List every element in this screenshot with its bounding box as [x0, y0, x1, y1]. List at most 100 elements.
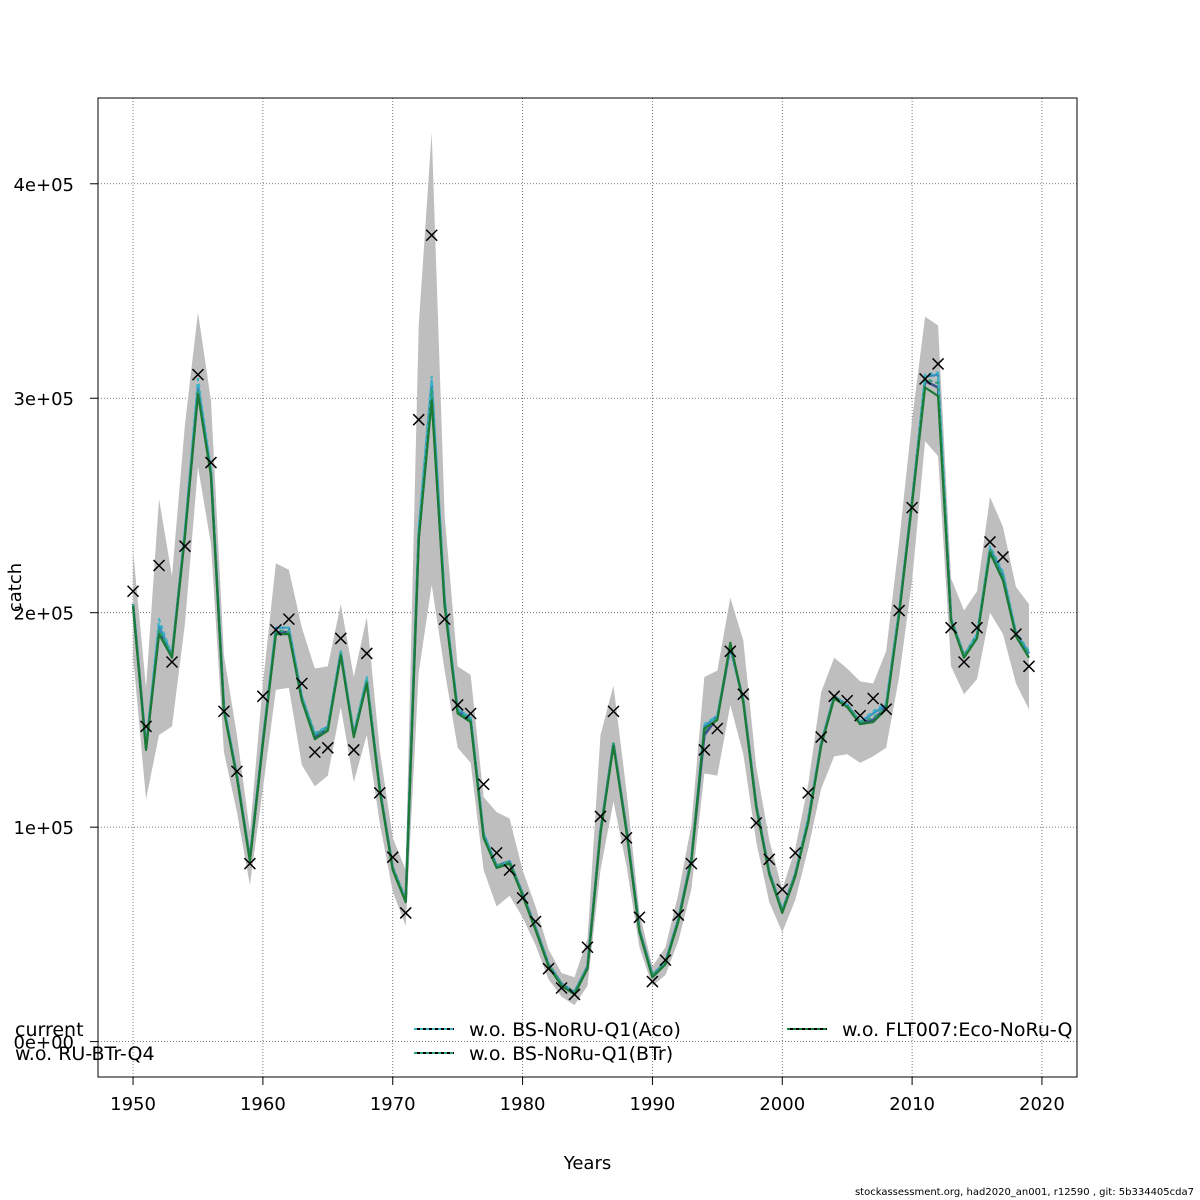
- observation-point: [165, 655, 179, 669]
- observation-point: [646, 975, 659, 988]
- observation-point: [178, 540, 192, 553]
- observation-point: [737, 688, 750, 701]
- observation-point: [204, 456, 217, 469]
- observation-point: [854, 709, 867, 722]
- observation-point: [607, 705, 620, 718]
- observation-point: [724, 645, 737, 658]
- legend-label: w.o. FLT007:Eco-NoRu-Q: [842, 1019, 1072, 1041]
- observation-point: [425, 229, 438, 242]
- observation-point: [581, 941, 594, 954]
- observation-point: [347, 743, 360, 756]
- observation-point: [672, 909, 685, 922]
- observation-point: [789, 846, 802, 859]
- observation-point: [711, 722, 724, 735]
- y-tick-label: 3e+05: [13, 389, 74, 410]
- observation-point: [360, 647, 373, 660]
- observation-point: [555, 981, 568, 995]
- observation-point: [958, 655, 971, 669]
- observation-point: [880, 703, 893, 716]
- observation-point: [412, 413, 425, 426]
- observation-point: [256, 690, 269, 703]
- observation-point: [386, 851, 399, 864]
- confidence-band-area: [133, 132, 1029, 1006]
- x-tick-label: 1960: [240, 1094, 286, 1115]
- observation-point: [698, 743, 711, 756]
- observation-point: [841, 694, 854, 707]
- observation-point: [140, 720, 153, 733]
- series-line-4: [131, 386, 1030, 996]
- x-tick-label: 1970: [370, 1094, 416, 1115]
- x-tick-label: 1980: [500, 1094, 546, 1115]
- observation-point: [503, 864, 516, 877]
- observation-point: [893, 604, 906, 617]
- observation-point: [464, 707, 477, 720]
- observation-point: [438, 613, 451, 626]
- observation-point: [945, 621, 958, 634]
- x-axis-label: Years: [563, 1153, 612, 1174]
- legend-item: w.o. RU-BTr-Q4: [15, 1043, 155, 1065]
- observation-point: [230, 765, 243, 778]
- observation-point: [815, 731, 828, 744]
- observation-point: [516, 891, 529, 904]
- observation-point: [867, 692, 880, 705]
- axes: 1950 1960 1970 1980 1990 2000 2010 2020 0e+00 1e+…: [13, 175, 1064, 1115]
- observation-point: [932, 357, 945, 370]
- legend-label: w.o. BS-NoRU-Q1(Aco): [469, 1019, 681, 1041]
- observation-point: [308, 746, 321, 759]
- x-tick-label: 1950: [110, 1094, 156, 1115]
- observation-point: [763, 853, 776, 866]
- observation-point: [906, 501, 919, 514]
- legend-item: w.o. BS-NoRu-Q1(BTr): [414, 1043, 673, 1065]
- observation-point: [490, 846, 503, 859]
- legend-item: current: [15, 1019, 84, 1041]
- observation-point: [750, 816, 763, 829]
- y-tick-label: 4e+05: [13, 175, 74, 196]
- observation-point: [659, 954, 672, 967]
- confidence-band: [133, 132, 1029, 1006]
- observation-point: [542, 962, 555, 975]
- observation-point: [594, 810, 607, 823]
- observation-point: [802, 786, 815, 799]
- observation-point: [269, 623, 282, 636]
- observation-point: [970, 621, 984, 634]
- legend-label: current: [15, 1019, 84, 1041]
- observation-point: [1009, 628, 1023, 641]
- observation-point: [477, 778, 490, 791]
- observation-point: [776, 883, 789, 896]
- observation-point: [243, 857, 256, 870]
- observation-point: [919, 372, 932, 385]
- observation-point: [1022, 660, 1035, 673]
- x-tick-label: 1990: [630, 1094, 676, 1115]
- observation-point: [996, 550, 1010, 563]
- x-tick-label: 2020: [1019, 1094, 1065, 1115]
- observation-point: [529, 915, 542, 928]
- legend-item: w.o. FLT007:Eco-NoRu-Q: [787, 1019, 1072, 1041]
- observation-markers: [127, 229, 1035, 1001]
- observation-point: [127, 585, 140, 598]
- observation-point: [321, 741, 334, 754]
- observation-point: [633, 911, 646, 924]
- observation-point: [373, 786, 386, 799]
- observation-point: [191, 368, 205, 381]
- observation-point: [334, 632, 347, 645]
- x-tick-label: 2000: [759, 1094, 805, 1115]
- legend-label: w.o. BS-NoRu-Q1(BTr): [469, 1043, 673, 1065]
- series-lines: [131, 371, 1031, 996]
- plot-frame: [97, 97, 1078, 1078]
- observation-point: [983, 535, 997, 548]
- y-tick-label: 1e+05: [13, 818, 74, 839]
- observation-point: [828, 690, 841, 703]
- grid: [98, 98, 1077, 1077]
- observation-point: [217, 705, 230, 718]
- observation-point: [399, 906, 412, 919]
- x-tick-label: 2010: [889, 1094, 935, 1115]
- y-tick-label: 0e+00: [13, 1033, 74, 1054]
- observation-point: [620, 831, 633, 844]
- observation-point: [451, 698, 464, 711]
- y-axis-label: catch: [5, 563, 26, 612]
- observation-point: [568, 988, 581, 1001]
- observation-point: [152, 559, 166, 572]
- observation-point: [282, 613, 295, 626]
